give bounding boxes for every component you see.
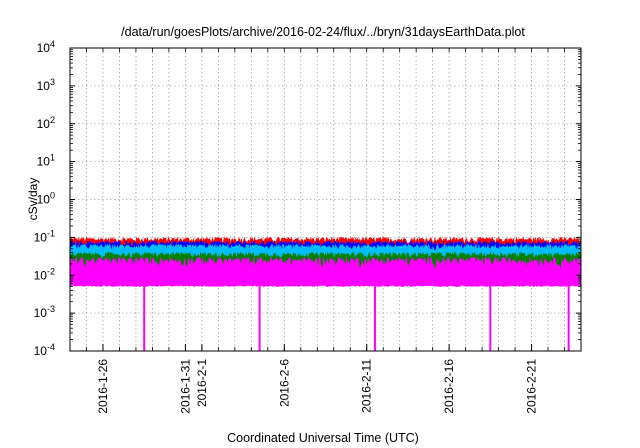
x-tick-label: 2016-1-31 <box>178 359 192 414</box>
y-tick-label: 102 <box>37 115 55 131</box>
x-axis: 2016-1-26 2016-1-31 2016-2-1 2016-2-6 2016-2… <box>86 48 565 414</box>
y-tick-label: 10-4 <box>34 342 55 358</box>
y-tick-label: 103 <box>37 77 55 93</box>
x-tick-label: 2016-2-21 <box>525 359 539 414</box>
x-tick-label: 2016-1-26 <box>96 359 110 414</box>
y-tick-label: 104 <box>37 39 55 55</box>
y-tick-label: 101 <box>37 153 55 169</box>
x-tick-label: 2016-2-16 <box>442 359 456 414</box>
x-tick-label: 2016-2-6 <box>277 359 291 407</box>
x-tick-label: 2016-2-1 <box>195 359 209 407</box>
y-tick-label: 10-1 <box>34 228 55 244</box>
y-tick-label: 10-2 <box>34 266 55 282</box>
y-tick-label: 100 <box>37 191 55 207</box>
y-axis: 10-4 10-3 10-2 10-1 100 101 102 103 104 <box>34 39 581 358</box>
y-axis-label: cSv/day <box>26 178 40 221</box>
x-tick-label: 2016-2-11 <box>360 359 374 413</box>
chart-title: /data/run/goesPlots/archive/2016-02-24/f… <box>121 25 525 39</box>
grid <box>70 48 581 351</box>
x-axis-label: Coordinated Universal Time (UTC) <box>227 431 419 445</box>
y-tick-label: 10-3 <box>34 304 55 320</box>
series-layer <box>69 236 582 351</box>
